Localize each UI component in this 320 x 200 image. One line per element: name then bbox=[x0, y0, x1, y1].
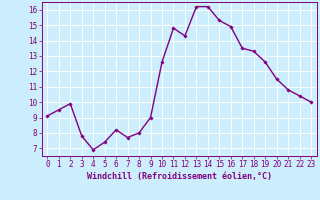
X-axis label: Windchill (Refroidissement éolien,°C): Windchill (Refroidissement éolien,°C) bbox=[87, 172, 272, 181]
